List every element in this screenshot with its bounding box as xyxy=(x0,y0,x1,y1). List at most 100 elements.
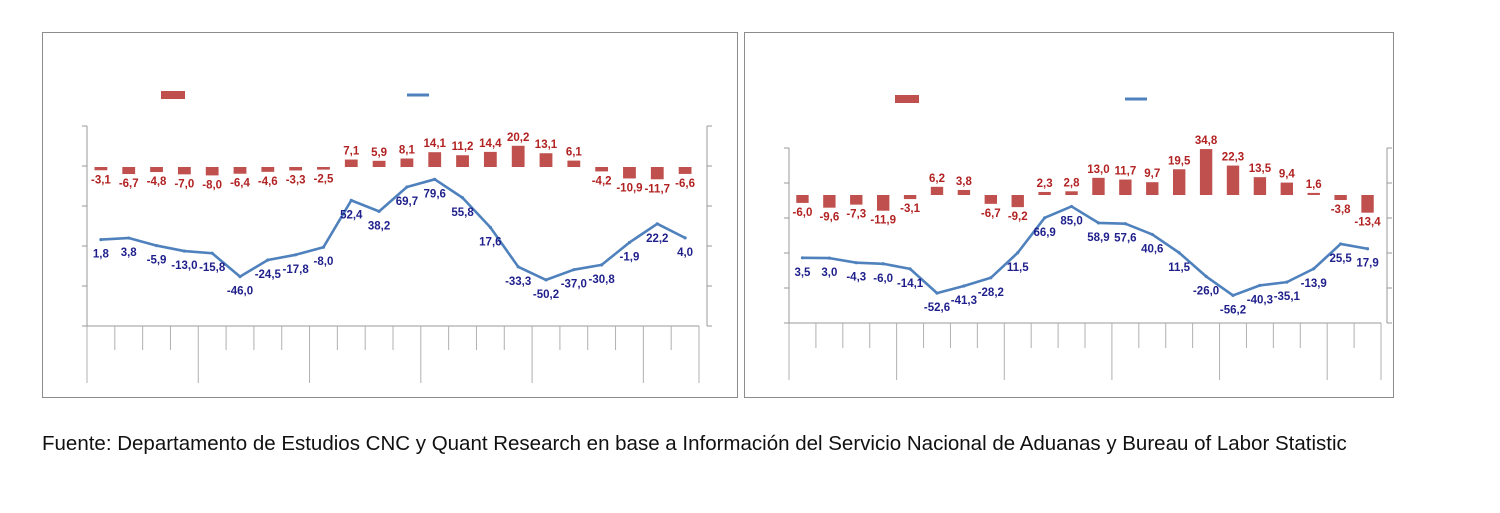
line-point xyxy=(1258,283,1262,287)
line-point xyxy=(881,262,885,266)
bar-data-label: 14,1 xyxy=(424,138,447,150)
line-point xyxy=(1312,267,1316,271)
bar-data-label: -9,6 xyxy=(819,212,839,224)
line-point xyxy=(1123,222,1127,226)
bar-valor-unitario xyxy=(150,167,163,173)
bar-data-label: 20,2 xyxy=(507,132,529,144)
bar-data-label: 11,2 xyxy=(452,141,474,153)
bar-valor-unitario xyxy=(1065,191,1078,195)
line-data-label: -28,2 xyxy=(978,287,1004,299)
bar-data-label: -10,9 xyxy=(616,182,642,194)
bar-valor-unitario xyxy=(1092,177,1105,195)
line-point xyxy=(1285,280,1289,284)
line-data-label: 55,8 xyxy=(451,207,474,219)
bar-data-label: -6,7 xyxy=(119,178,139,190)
bar-data-label: 14,4 xyxy=(479,138,502,150)
bar-data-label: -3,1 xyxy=(900,203,920,215)
bar-data-label: -4,8 xyxy=(147,176,167,188)
line-data-label: -46,0 xyxy=(227,286,253,298)
line-data-label: 3,5 xyxy=(794,267,811,279)
bar-valor-unitario xyxy=(1253,177,1267,195)
line-point xyxy=(516,265,520,269)
line-point xyxy=(683,236,687,240)
bar-data-label: 2,3 xyxy=(1037,178,1053,190)
line-point xyxy=(935,291,939,295)
bar-data-label: 5,9 xyxy=(371,147,387,159)
bar-valor-unitario xyxy=(1199,149,1213,195)
line-data-label: 4,0 xyxy=(677,247,693,259)
line-point xyxy=(1069,204,1074,209)
line-data-label: -14,1 xyxy=(897,278,924,290)
line-point xyxy=(1096,221,1101,225)
line-data-label: -30,8 xyxy=(589,274,616,286)
bar-data-label: 9,7 xyxy=(1144,168,1160,180)
bar-data-label: -6,7 xyxy=(981,208,1001,220)
bar-valor-unitario xyxy=(344,159,358,167)
bar-data-label: 13,0 xyxy=(1087,164,1109,176)
line-point xyxy=(572,268,576,272)
line-point xyxy=(238,275,242,279)
line-data-label: -6,0 xyxy=(873,273,893,285)
line-volumen xyxy=(100,178,686,282)
line-point xyxy=(1231,293,1235,298)
line-data-label: -56,2 xyxy=(1220,304,1246,316)
line-point xyxy=(294,253,298,257)
line-point xyxy=(210,251,214,255)
bar-valor-unitario xyxy=(1280,182,1294,195)
bar-data-label: 19,5 xyxy=(1168,155,1191,167)
bar-data-label: -11,7 xyxy=(644,183,670,195)
bar-data-label: 11,7 xyxy=(1114,166,1136,178)
bar-valor-unitario xyxy=(1011,195,1024,208)
bar-data-label: 7,1 xyxy=(343,146,360,158)
bar-data-label: 2,8 xyxy=(1064,177,1081,189)
line-point xyxy=(827,256,831,260)
bar-valor-unitario xyxy=(317,167,330,170)
bar-data-label: -6,6 xyxy=(675,178,695,190)
bar-valor-unitario xyxy=(94,167,108,171)
bar-valor-unitario xyxy=(623,167,636,179)
bar-data-label: -4,6 xyxy=(258,176,278,188)
bar-valor-unitario xyxy=(1334,195,1347,201)
bar-valor-unitario xyxy=(428,152,442,167)
bar-valor-unitario xyxy=(511,145,525,167)
line-data-label: 38,2 xyxy=(368,220,390,232)
line-data-label: 17,9 xyxy=(1356,258,1378,270)
bar-data-label: 34,8 xyxy=(1195,135,1218,147)
line-point xyxy=(627,240,632,245)
line-data-label: 66,9 xyxy=(1033,227,1055,239)
line-point xyxy=(182,249,186,253)
legend-swatch-bar xyxy=(161,91,185,99)
line-data-label: 85,0 xyxy=(1060,215,1082,227)
bar-data-label: 3,8 xyxy=(956,176,973,188)
legend-swatch-bar xyxy=(895,95,919,103)
line-point xyxy=(460,196,465,200)
bar-valor-unitario xyxy=(205,167,219,176)
line-point xyxy=(1016,251,1020,255)
bar-valor-unitario xyxy=(678,167,692,174)
line-volumen xyxy=(802,205,1368,297)
line-data-label: -26,0 xyxy=(1193,285,1219,297)
line-data-label: -37,0 xyxy=(561,279,587,291)
line-data-label: 3,8 xyxy=(121,247,138,259)
line-point xyxy=(1150,232,1154,237)
line-data-label: -35,1 xyxy=(1274,291,1301,303)
bar-valor-unitario xyxy=(289,167,303,171)
line-point xyxy=(1177,251,1181,255)
bar-valor-unitario xyxy=(957,189,971,195)
line-point xyxy=(154,243,159,248)
bar-valor-unitario xyxy=(850,195,863,205)
bar-valor-unitario xyxy=(1119,179,1132,195)
line-data-label: 11,5 xyxy=(1168,262,1190,274)
bar-valor-unitario xyxy=(177,167,191,175)
line-point xyxy=(433,177,437,181)
line-point xyxy=(377,209,381,213)
line-point xyxy=(962,284,966,288)
chart-vestuario: -3,1 -6,7 -4,8 -7,0 -8,0 -6,4 -4,6 -3,3 -2,5 7,1 5… xyxy=(82,91,712,383)
bar-valor-unitario xyxy=(261,167,275,172)
bar-data-label: 6,2 xyxy=(929,173,945,185)
line-data-label: 69,7 xyxy=(396,196,418,208)
line-data-label: 57,6 xyxy=(1114,233,1136,245)
bar-valor-unitario xyxy=(1038,191,1051,195)
line-point xyxy=(544,278,548,282)
line-point xyxy=(908,267,912,271)
